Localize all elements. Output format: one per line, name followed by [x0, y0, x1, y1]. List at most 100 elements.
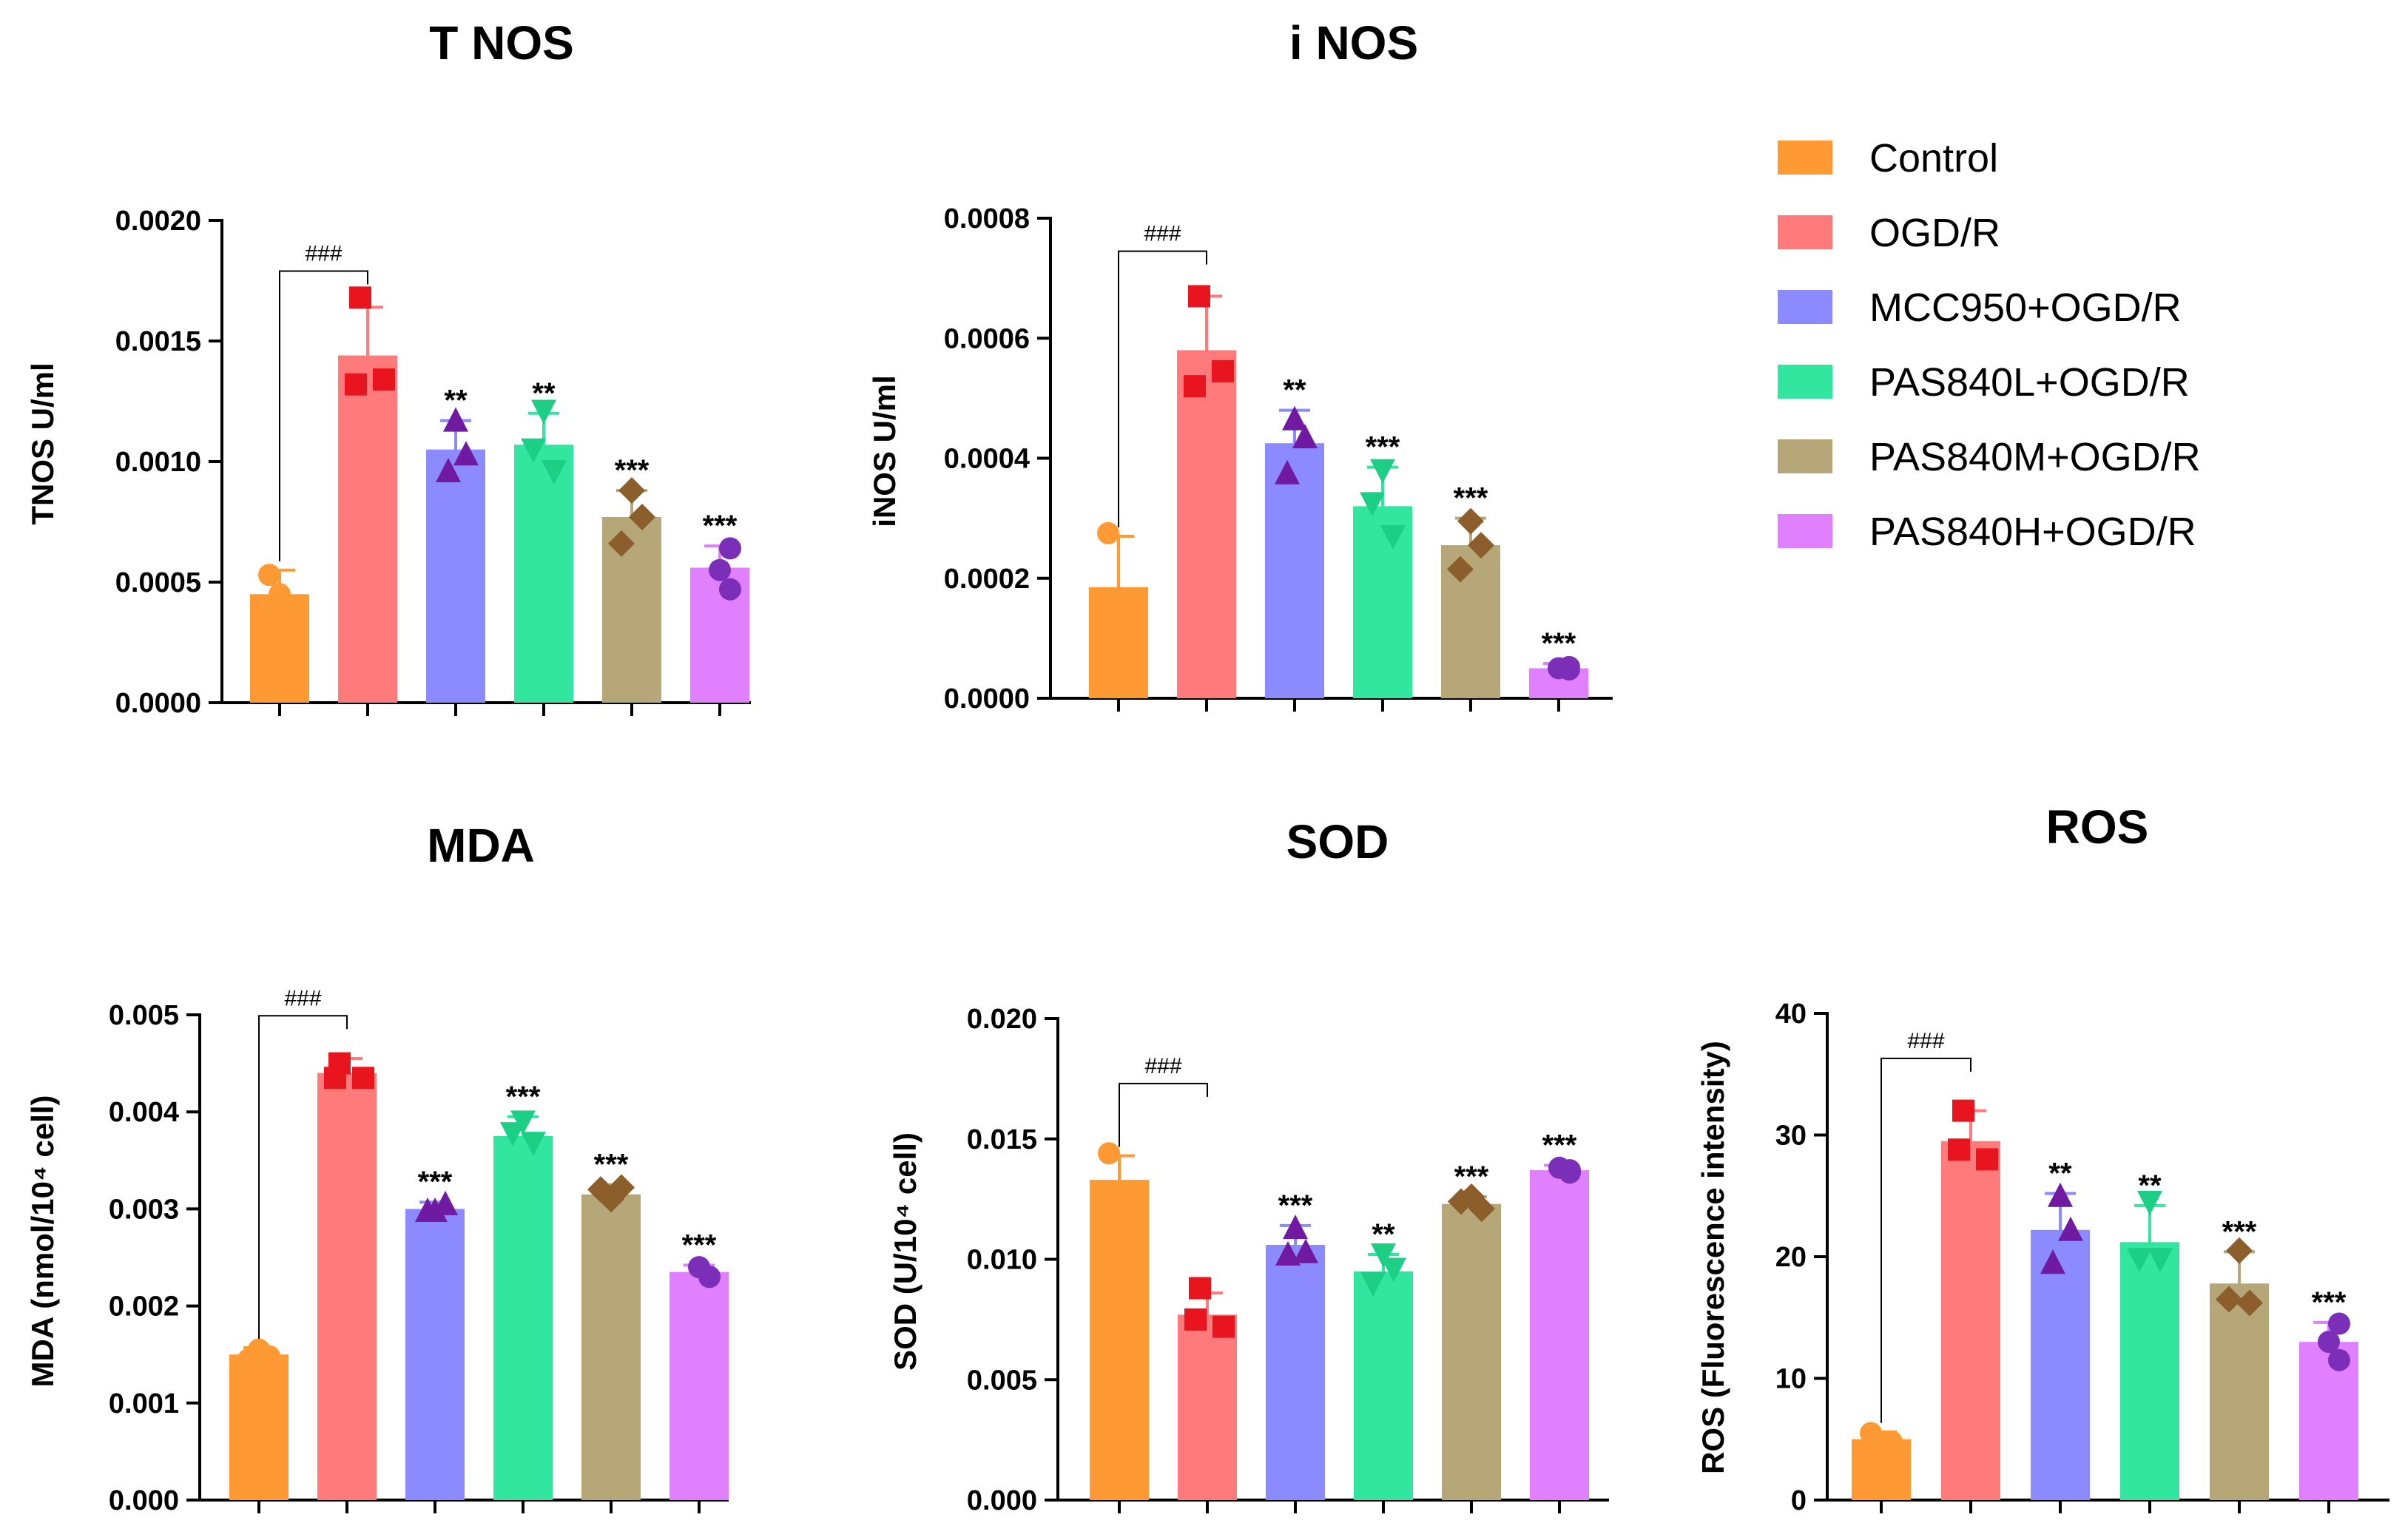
data-point — [719, 537, 741, 560]
ylabel-sod: SOD (U/10⁴ cell) — [888, 1132, 922, 1371]
y-tick-label: 0.004 — [109, 1097, 179, 1128]
bar-pas840l-ogd-r — [2120, 1242, 2179, 1500]
data-point — [2127, 1248, 2152, 1273]
data-point — [1558, 655, 1580, 678]
bar-pas840l-ogd-r — [514, 445, 573, 703]
comparison-bracket — [258, 1015, 348, 1340]
bar-pas840m-ogd-r — [1442, 1203, 1501, 1500]
significance-label: *** — [703, 510, 738, 542]
y-tick-label: 0.0000 — [115, 688, 201, 719]
y-tick-label: 20 — [1775, 1242, 1807, 1273]
y-tick-label: 0.003 — [109, 1194, 179, 1225]
legend-label-control: Control — [1869, 136, 1998, 180]
data-point — [1952, 1099, 1974, 1122]
bar-mcc950-ogd-r — [405, 1209, 465, 1500]
data-point — [436, 458, 461, 483]
y-tick-label: 0.005 — [967, 1365, 1037, 1396]
data-point — [1107, 598, 1130, 621]
comparison-label: ### — [1907, 1029, 1944, 1053]
data-point — [2148, 1248, 2173, 1273]
y-tick-label: 0.0015 — [115, 326, 201, 357]
significance-label: *** — [418, 1166, 453, 1198]
significance-label: *** — [2222, 1215, 2257, 1248]
bar-mcc950-ogd-r — [1265, 443, 1324, 698]
bar-control — [1090, 1180, 1149, 1500]
data-point — [1447, 555, 1474, 583]
significance-label: ** — [2138, 1169, 2162, 1202]
y-tick-label: 0.000 — [967, 1485, 1037, 1516]
data-point — [345, 373, 367, 396]
ylabel-inos: iNOS U/ml — [867, 375, 902, 527]
y-tick-label: 0.010 — [967, 1245, 1037, 1276]
panel-tnos: T NOS TNOS U/ml 0.0000 0.0005 0.0010 0.0015… — [25, 16, 751, 719]
data-point — [2040, 1249, 2065, 1274]
legend-swatch-pas840l — [1778, 365, 1832, 399]
bar-mcc950-ogd-r — [1266, 1244, 1325, 1500]
bar-ogd-r — [1941, 1141, 2000, 1500]
significance-label: *** — [506, 1081, 541, 1113]
data-point — [1468, 1195, 1495, 1223]
comparison-bracket — [1119, 1082, 1208, 1147]
data-point — [1188, 285, 1210, 308]
bar-ogd-r — [1178, 1314, 1237, 1500]
data-point — [2236, 1289, 2263, 1317]
data-point — [2226, 1237, 2253, 1264]
data-point — [1212, 359, 1234, 382]
bar-pas840m-ogd-r — [581, 1194, 641, 1500]
panel-ros: ROS ROS (Fluorescence intensity) 0 10 20 30… — [1696, 800, 2389, 1516]
data-point — [698, 1266, 721, 1289]
data-point — [1371, 1243, 1396, 1268]
y-tick-label: 0.0004 — [944, 444, 1030, 475]
data-point — [2048, 1182, 2073, 1207]
legend-label-ogdr: OGD/R — [1869, 211, 2000, 255]
data-point — [1559, 1159, 1581, 1182]
data-point — [1380, 524, 1406, 550]
significance-label: ** — [444, 385, 468, 417]
ylabel-mda: MDA (nmol/10⁴ cell) — [25, 1095, 60, 1388]
data-point — [1448, 1188, 1474, 1215]
y-tick-label: 0.002 — [109, 1291, 179, 1323]
data-point — [531, 399, 556, 425]
legend-label-mcc950: MCC950+OGD/R — [1869, 286, 2182, 330]
data-point — [258, 564, 280, 587]
data-point — [433, 1190, 458, 1215]
y-tick-label: 30 — [1775, 1121, 1807, 1152]
comparison-bracket — [279, 270, 368, 561]
data-point — [1275, 1240, 1301, 1266]
legend-swatch-pas840h — [1778, 514, 1832, 548]
title-mda: MDA — [427, 819, 535, 872]
data-point — [352, 1067, 374, 1090]
y-tick-label: 0.000 — [109, 1485, 179, 1516]
data-point — [2318, 1331, 2340, 1354]
data-point — [1097, 521, 1119, 544]
data-point — [521, 438, 546, 463]
y-tick-label: 10 — [1775, 1364, 1807, 1395]
y-tick-label: 0.0002 — [944, 564, 1030, 595]
data-point — [1457, 507, 1484, 535]
data-point — [719, 578, 741, 601]
y-tick-label: 0.001 — [109, 1388, 179, 1419]
significance-label: *** — [1454, 482, 1488, 515]
data-point — [373, 368, 395, 391]
bar-ogd-r — [317, 1073, 377, 1500]
bar-pas840h-ogd-r — [1530, 1170, 1589, 1500]
y-tick-label: 0.0010 — [115, 447, 201, 478]
significance-label: ** — [2048, 1157, 2072, 1189]
data-point — [1360, 1272, 1386, 1297]
data-point — [629, 503, 655, 530]
significance-label: ** — [1372, 1218, 1395, 1251]
y-tick-label: 0.0008 — [944, 203, 1030, 234]
panel-inos: i NOS iNOS U/ml 0.0000 0.0002 0.0004 0.0006… — [867, 16, 1613, 715]
data-point — [1360, 492, 1385, 517]
legend-swatch-mcc950 — [1778, 290, 1832, 324]
data-point — [415, 1198, 440, 1223]
data-point — [1948, 1138, 1970, 1161]
legend-swatch-pas840m — [1778, 439, 1832, 473]
data-point — [521, 1132, 546, 1157]
y-tick-label: 0.0005 — [115, 567, 201, 598]
significance-label: *** — [1278, 1189, 1313, 1222]
y-tick-label: 0.0020 — [115, 206, 201, 237]
bar-ogd-r — [338, 355, 397, 703]
